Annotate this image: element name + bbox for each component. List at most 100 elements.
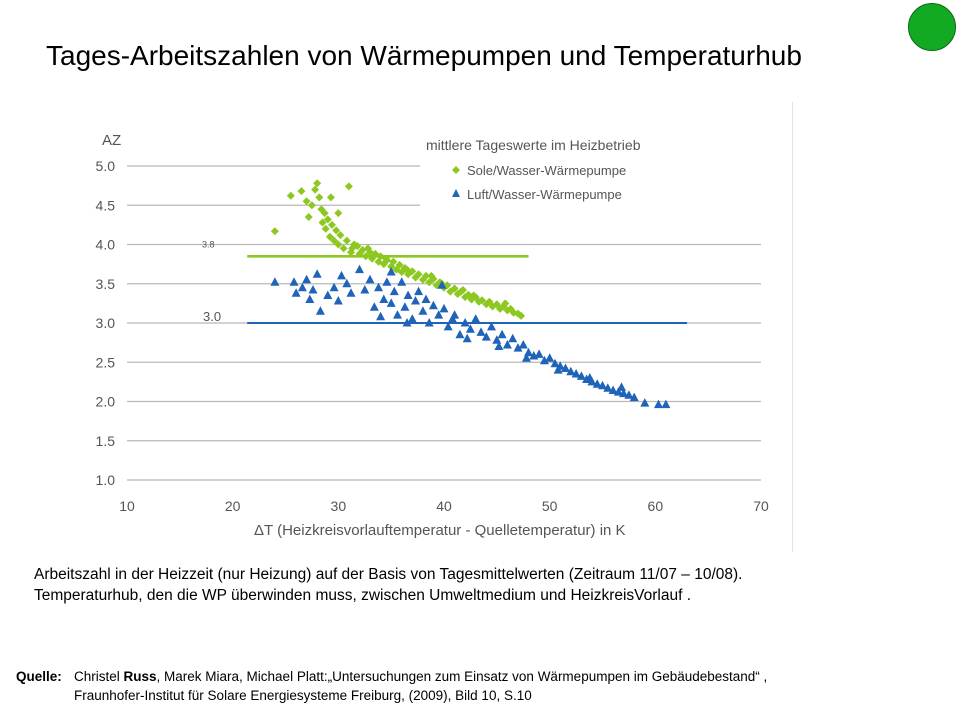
luft-point-37 [439, 303, 449, 313]
luft-point-74 [640, 398, 650, 407]
sole-point-8 [315, 193, 324, 202]
caption-line-1: Arbeitszahl in der Heizzeit (nur Heizung… [34, 566, 743, 583]
luft-point-14 [346, 288, 356, 297]
luft-point-22 [382, 277, 392, 286]
sole-point-0 [270, 227, 279, 236]
sole-point-39 [389, 257, 398, 266]
luft-point-67 [598, 380, 607, 390]
sole-point-23 [342, 236, 351, 245]
luft-point-8 [315, 306, 325, 315]
luft-point-38 [443, 321, 453, 331]
luft-point-33 [421, 294, 431, 303]
x-tick-label-3: 40 [436, 498, 452, 514]
luft-point-25 [393, 310, 402, 319]
luft-point-55 [534, 349, 544, 358]
y-tick-label-3: 2.5 [96, 354, 116, 370]
sole-point-78 [381, 254, 390, 263]
y-tick-label-5: 3.5 [96, 276, 116, 292]
luft-point-26 [397, 277, 407, 286]
luft-point-44 [476, 327, 486, 336]
legend-background [420, 130, 690, 210]
sole-point-11 [320, 209, 329, 218]
sole-point-2 [297, 187, 306, 196]
sole-point-21 [336, 231, 345, 240]
chart-divider [792, 102, 793, 552]
sole-point-18 [332, 226, 341, 235]
sole-point-10 [318, 218, 327, 227]
luft-point-16 [360, 285, 370, 294]
luft-point-41 [460, 318, 470, 327]
sole-point-82 [469, 291, 478, 300]
luft-point-24 [389, 286, 399, 296]
luft-point-19 [374, 282, 383, 292]
luft-point-61 [566, 366, 576, 376]
legend-label-sole: Sole/Wasser-Wärmepumpe [467, 163, 626, 178]
y-tick-label-4: 3.0 [96, 315, 116, 331]
luft-point-51 [513, 343, 523, 352]
luft-point-57 [545, 353, 555, 362]
luft-point-10 [329, 282, 339, 292]
legend-title: mittlere Tageswerte im Heizbetrieb [426, 137, 641, 153]
slide-title: Tages-Arbeitszahlen von Wärmepumpen und … [46, 40, 802, 71]
luft-point-28 [403, 290, 413, 299]
sole-point-4 [304, 213, 313, 221]
caption: Arbeitszahl in der Heizzeit (nur Heizung… [34, 564, 742, 606]
luft-point-7 [312, 269, 322, 278]
luft-point-68 [603, 383, 613, 392]
luft-point-34 [424, 318, 434, 327]
luft-point-21 [379, 294, 389, 303]
sole-point-6 [311, 185, 320, 194]
luft-point-46 [487, 321, 496, 331]
luft-point-72 [624, 390, 634, 399]
luft-point-50 [508, 333, 518, 343]
luft-point-75 [654, 399, 663, 409]
sole-point-57 [450, 284, 459, 293]
luft-point-49 [502, 340, 512, 349]
luft-point-81 [494, 341, 504, 350]
source-line-2: Fraunhofer-Institut für Solare Energiesy… [74, 688, 532, 703]
x-tick-label-1: 20 [225, 498, 241, 514]
x-tick-label-4: 50 [542, 498, 558, 514]
axis-ticks: 1.0 1.5 2.0 2.5 3.0 3.5 4.0 4.5 5.0 10 20 30 40 50 60 7… [96, 158, 769, 514]
sole-point-19 [334, 240, 343, 249]
luft-point-23 [386, 298, 396, 307]
luft-point-84 [585, 373, 595, 382]
source-author-bold: Russ [123, 669, 157, 684]
source-line-1-rest: , Marek Miara, Michael Platt:„Untersuchu… [156, 669, 768, 684]
luft-point-2 [291, 288, 301, 297]
sole-point-20 [334, 209, 343, 218]
x-axis-label: ΔT (Heizkreisvorlauftemperatur - Quellet… [254, 522, 626, 539]
sole-point-12 [321, 224, 330, 233]
sole-point-1 [286, 191, 295, 200]
luft-point-18 [369, 302, 379, 311]
luft-point-35 [428, 300, 438, 310]
sole-point-22 [339, 244, 348, 253]
luft-point-78 [437, 280, 447, 289]
y-tick-label-1: 1.5 [96, 433, 116, 449]
sole-point-24 [344, 182, 353, 191]
luft-point-83 [553, 365, 563, 374]
luft-point-76 [661, 399, 671, 409]
luft-point-48 [497, 329, 507, 339]
luft-point-31 [414, 286, 424, 296]
luft-point-32 [418, 306, 428, 315]
sole-point-7 [313, 179, 322, 188]
luft-point-13 [342, 278, 352, 288]
source-text: Christel Russ, Marek Miara, Michael Plat… [74, 667, 767, 705]
status-badge [908, 3, 956, 51]
luft-point-63 [576, 371, 586, 380]
caption-line-2: Temperaturhub, den die WP überwinden mus… [34, 587, 692, 604]
sole-point-77 [403, 265, 411, 274]
sole-point-13 [323, 215, 332, 224]
luft-point-62 [571, 369, 581, 378]
source-line-1: Christel Russ, Marek Miara, Michael Plat… [74, 667, 767, 686]
luft-point-36 [434, 310, 444, 319]
luft-point-29 [407, 314, 417, 323]
luft-point-45 [481, 332, 491, 341]
y-tick-label-0: 1.0 [96, 472, 116, 488]
luft-point-30 [411, 296, 420, 305]
luft-point-12 [337, 270, 346, 280]
luft-point-69 [608, 385, 618, 394]
source-label: Quelle: [16, 669, 62, 684]
